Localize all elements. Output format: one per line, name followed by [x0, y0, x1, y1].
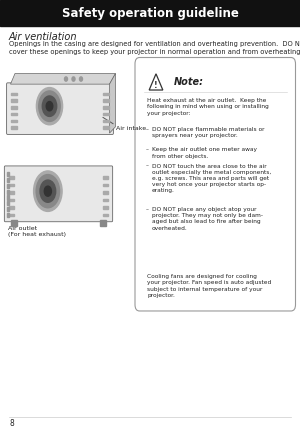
Text: Heat exhaust at the air outlet.  Keep the
following in mind when using or instal: Heat exhaust at the air outlet. Keep the…	[147, 98, 269, 116]
Bar	[7, 196, 9, 200]
Bar	[103, 92, 109, 95]
Text: !: !	[154, 81, 158, 89]
Bar	[103, 176, 108, 179]
Bar	[7, 201, 9, 205]
Bar	[100, 221, 106, 225]
Circle shape	[36, 175, 59, 208]
Circle shape	[34, 171, 62, 211]
FancyBboxPatch shape	[7, 83, 113, 135]
Text: DO NOT touch the area close to the air
outlet especially the metal components,
e: DO NOT touch the area close to the air o…	[152, 164, 272, 193]
Bar	[103, 191, 108, 194]
Text: Air ventilation: Air ventilation	[9, 32, 77, 42]
Bar	[7, 178, 9, 182]
Text: Air outlet
(For heat exhaust): Air outlet (For heat exhaust)	[8, 226, 65, 237]
Bar	[103, 199, 108, 201]
Bar	[103, 184, 108, 187]
Bar	[103, 106, 109, 109]
Bar	[103, 213, 108, 216]
Text: –: –	[146, 127, 149, 132]
Bar	[7, 184, 9, 188]
Bar	[9, 184, 14, 187]
FancyBboxPatch shape	[4, 166, 113, 222]
Text: DO NOT place flammable materials or
sprayers near your projector.: DO NOT place flammable materials or spra…	[152, 127, 265, 138]
Text: Air intake: Air intake	[116, 126, 146, 131]
Circle shape	[39, 91, 60, 121]
Text: Note:: Note:	[174, 77, 204, 87]
Bar	[11, 120, 16, 122]
Bar	[11, 127, 16, 129]
Bar	[7, 172, 9, 176]
Bar	[103, 99, 109, 102]
Bar	[103, 206, 108, 209]
Circle shape	[72, 77, 75, 81]
Bar	[11, 221, 17, 225]
Circle shape	[80, 77, 82, 81]
Bar	[7, 207, 9, 211]
Text: –: –	[146, 164, 149, 169]
Bar	[103, 127, 109, 129]
Text: Keep the air outlet one meter away
from other objects.: Keep the air outlet one meter away from …	[152, 147, 257, 158]
Bar	[0, 0, 300, 26]
Circle shape	[40, 180, 56, 202]
Polygon shape	[11, 73, 116, 84]
Text: –: –	[146, 147, 149, 153]
Text: 8: 8	[9, 419, 14, 426]
Bar	[11, 106, 16, 109]
Bar	[9, 206, 14, 209]
Bar	[103, 113, 109, 115]
Circle shape	[42, 96, 57, 116]
Bar	[9, 199, 14, 201]
Text: Openings in the casing are designed for ventilation and overheating prevention. : Openings in the casing are designed for …	[9, 41, 300, 55]
Polygon shape	[110, 73, 116, 133]
Text: Cooling fans are designed for cooling
your projector. Fan speed is auto adjusted: Cooling fans are designed for cooling yo…	[147, 274, 271, 298]
Bar	[9, 176, 14, 179]
Circle shape	[64, 77, 68, 81]
Bar	[9, 191, 14, 194]
Circle shape	[36, 88, 63, 125]
Bar	[11, 113, 16, 115]
Text: –: –	[146, 207, 149, 212]
FancyBboxPatch shape	[135, 58, 296, 311]
Circle shape	[44, 186, 51, 196]
Text: DO NOT place any object atop your
projector. They may not only be dam-
aged but : DO NOT place any object atop your projec…	[152, 207, 263, 230]
Text: Safety operation guideline: Safety operation guideline	[61, 7, 239, 20]
Circle shape	[46, 101, 53, 111]
Bar	[7, 190, 9, 194]
Bar	[103, 120, 109, 122]
Bar	[7, 213, 9, 217]
Bar	[9, 213, 14, 216]
Bar	[11, 99, 16, 102]
Polygon shape	[149, 74, 163, 90]
Bar	[11, 92, 16, 95]
